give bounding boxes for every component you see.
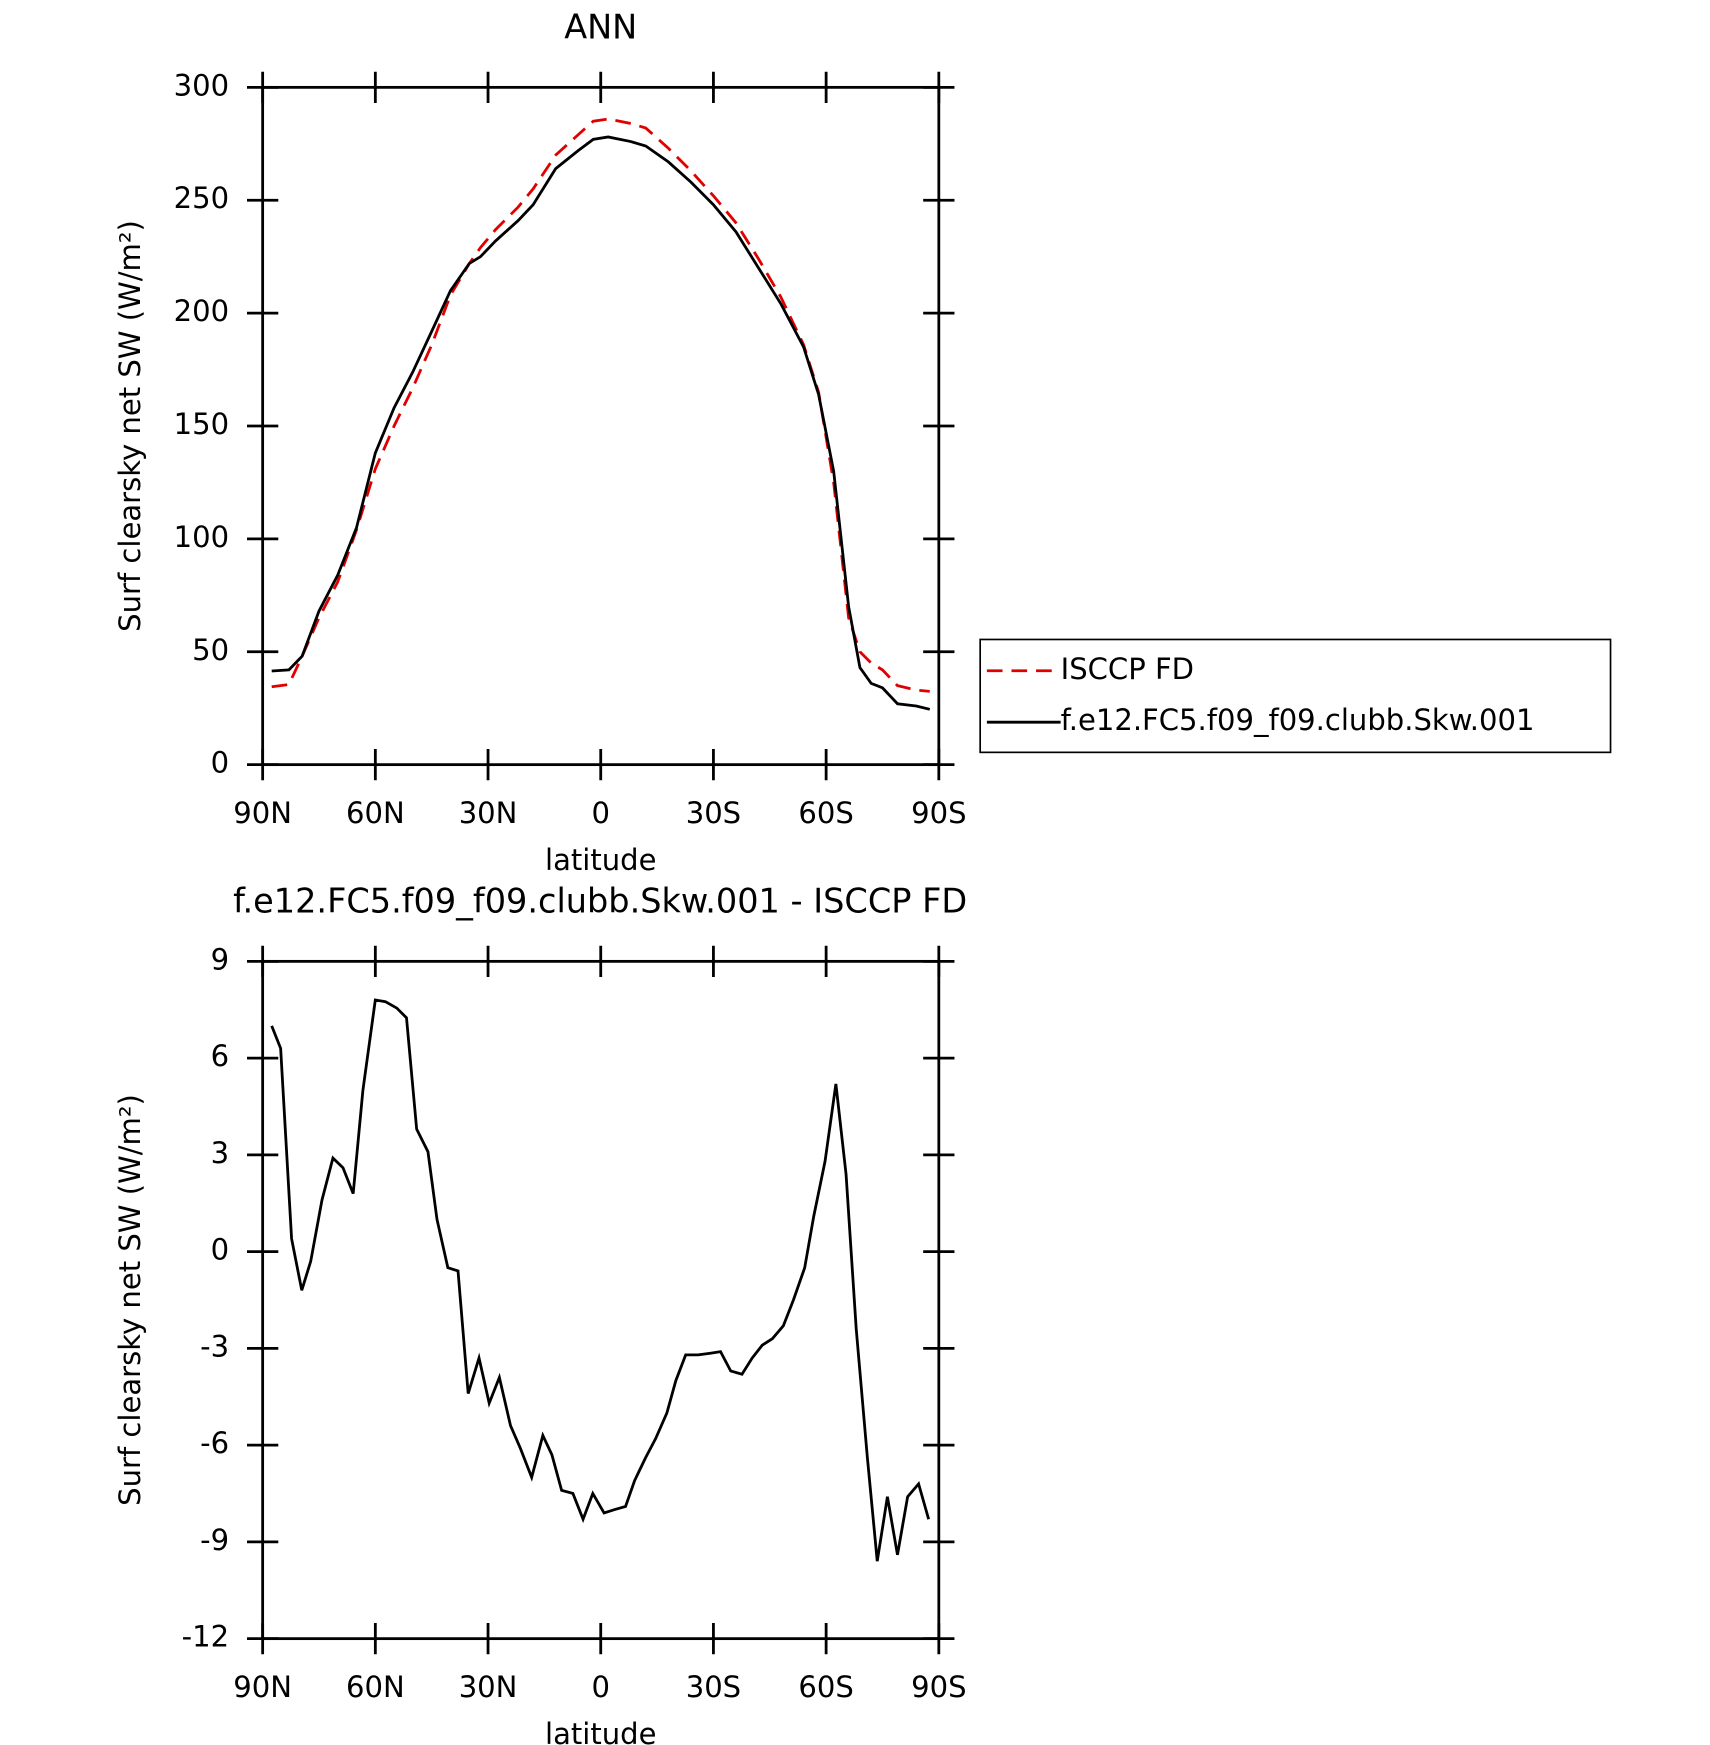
y-tick-label: 6 <box>211 1039 229 1073</box>
y-tick-label: 250 <box>174 181 229 215</box>
plot-frame <box>261 959 941 1641</box>
y-axis-label: Surf clearsky net SW (W/m²) <box>113 1094 147 1506</box>
x-tick-label: 30S <box>686 796 741 830</box>
x-tick-label: 60S <box>798 1670 853 1704</box>
x-tick-label: 60S <box>798 796 853 830</box>
x-tick-label: 60N <box>346 1670 405 1704</box>
x-tick-label: 30N <box>459 1670 518 1704</box>
plot-frame <box>261 85 941 767</box>
y-tick-label: -6 <box>200 1426 229 1460</box>
y-tick-label: -3 <box>200 1329 229 1363</box>
y-tick-label: 9 <box>211 942 229 976</box>
legend-box <box>979 638 1612 754</box>
x-tick-label: 60N <box>346 796 405 830</box>
x-axis-label: latitude <box>545 843 656 877</box>
data-line <box>271 117 930 693</box>
y-tick-label: 150 <box>174 407 229 441</box>
x-tick-label: 90N <box>233 796 292 830</box>
y-tick-label: 0 <box>211 746 229 780</box>
x-tick-label: 30S <box>686 1670 741 1704</box>
data-line <box>271 135 931 711</box>
data-line <box>270 998 930 1562</box>
x-tick-label: 90S <box>911 1670 966 1704</box>
chart-title: ANN <box>564 8 637 47</box>
legend-label: f.e12.FC5.f09_f09.clubb.Skw.001 <box>1061 703 1535 737</box>
x-tick-label: 0 <box>591 1670 609 1704</box>
x-axis-label: latitude <box>545 1717 656 1745</box>
y-tick-label: 300 <box>174 68 229 102</box>
x-tick-label: 90S <box>911 796 966 830</box>
y-tick-label: 100 <box>174 520 229 554</box>
x-tick-label: 30N <box>459 796 518 830</box>
y-tick-label: 3 <box>211 1136 229 1170</box>
y-tick-label: 0 <box>211 1233 229 1267</box>
y-tick-label: -12 <box>182 1620 229 1654</box>
legend-label: ISCCP FD <box>1061 652 1194 686</box>
x-tick-label: 90N <box>233 1670 292 1704</box>
y-axis-label: Surf clearsky net SW (W/m²) <box>113 220 147 632</box>
y-tick-label: -9 <box>200 1523 229 1557</box>
y-tick-label: 200 <box>174 294 229 328</box>
chart-title: f.e12.FC5.f09_f09.clubb.Skw.001 - ISCCP … <box>233 882 967 921</box>
y-tick-label: 50 <box>192 633 229 667</box>
x-tick-label: 0 <box>591 796 609 830</box>
